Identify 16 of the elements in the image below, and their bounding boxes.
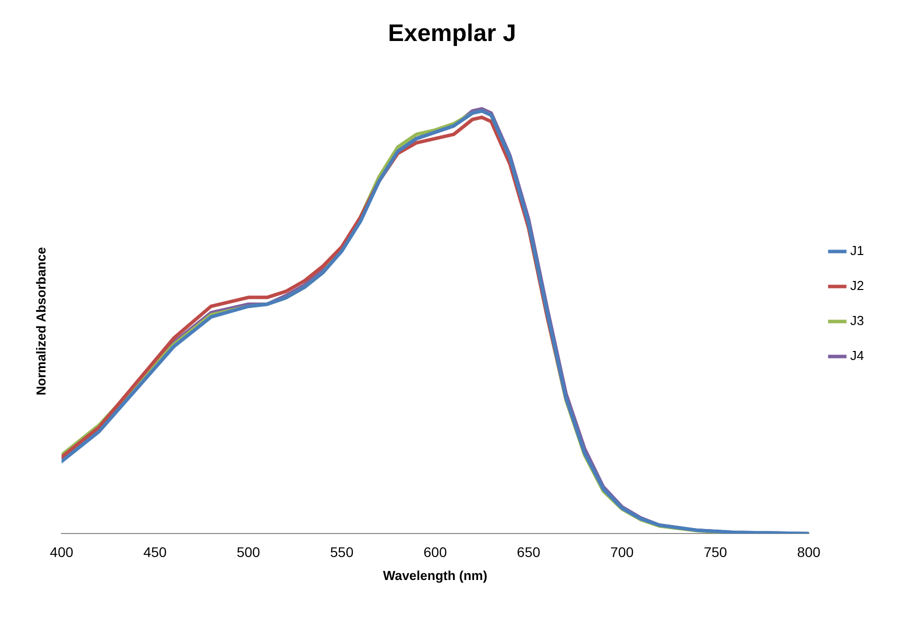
x-tick-label: 550: [330, 544, 354, 560]
legend-label: J4: [850, 348, 864, 364]
x-tick-label: 650: [516, 544, 540, 560]
x-tick-label: 700: [610, 544, 634, 560]
y-axis-title: Normalized Absorbance: [33, 247, 48, 396]
x-tick-label: 450: [143, 544, 167, 560]
legend-label: J1: [850, 243, 864, 258]
chart-title: Exemplar J: [388, 20, 516, 48]
x-tick-label: 600: [424, 544, 448, 560]
x-tick-label: 750: [704, 544, 728, 560]
x-axis-title: Wavelength (nm): [383, 568, 488, 583]
x-tick-label: 500: [236, 544, 260, 560]
legend-label: J2: [850, 278, 864, 294]
legend-label: J3: [850, 313, 864, 328]
x-tick-label: 800: [797, 544, 821, 560]
x-tick-label: 400: [50, 544, 74, 560]
